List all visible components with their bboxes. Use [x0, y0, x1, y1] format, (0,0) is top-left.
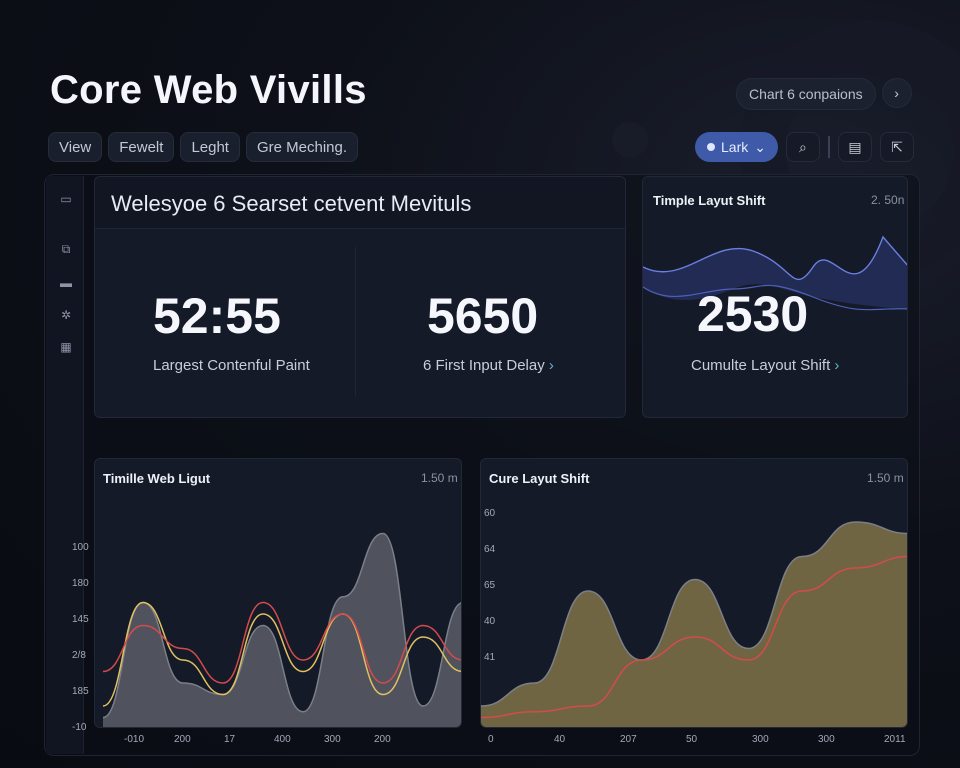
top-actions: Chart 6 conpaions ›: [736, 78, 912, 110]
cls-card-title: Timple Layut Shift: [653, 193, 766, 208]
metric-divider: [355, 247, 356, 397]
fid-value: 5650: [427, 288, 539, 344]
gear-icon[interactable]: ✲: [60, 308, 72, 322]
chart-right-x-tick: 2011: [884, 734, 906, 745]
cls-card: Timple Layut Shift 2. 50n 2530 Cumulte L…: [642, 176, 908, 418]
cls-sparkline-area: [643, 237, 907, 309]
chart-right-y-tick: 64: [484, 544, 496, 555]
link-icon[interactable]: ⧉: [61, 242, 71, 256]
left-series-2-line: [102, 601, 461, 684]
document-icon[interactable]: ▤: [837, 132, 872, 162]
left-series-1-line: [102, 601, 461, 707]
chart-right-x-tick: 50: [686, 734, 698, 745]
chart-right-plot: [481, 521, 907, 727]
chart-right-y-tick: 40: [484, 616, 496, 627]
left-series-0-area: [103, 533, 461, 727]
chart-right-y-tick: 60: [484, 508, 496, 519]
chart-comparisons-button[interactable]: Chart 6 conpaions: [736, 78, 876, 110]
sidebar: ▭ ⧉ ▬ ✲ ▦: [46, 176, 84, 754]
toolbar-divider: [827, 136, 830, 158]
chart-left-y-tick: 100: [72, 542, 89, 553]
filter-gre-meching[interactable]: Gre Meching.: [245, 132, 359, 162]
cls-card-sub: 2. 50n: [871, 193, 905, 207]
chart-right-title: Cure Layut Shift: [489, 471, 590, 486]
status-dot-icon: [707, 143, 715, 151]
chart-left-panel: Timille Web Ligut 1.50 m: [94, 458, 462, 728]
fid-label: 6 First Input Delay: [423, 357, 545, 374]
cls-value: 2530: [697, 286, 809, 342]
chevron-right-icon[interactable]: ›: [881, 78, 912, 108]
chart-right-sub: 1.50 m: [867, 471, 904, 485]
summary-card: Welesyoe 6 Searset cetvent Mevituls 52:5…: [94, 176, 626, 418]
card-icon[interactable]: ▬: [60, 276, 72, 290]
cls-link[interactable]: Cumulte Layout Shift ›: [691, 357, 839, 374]
summary-card-header: Welesyoe 6 Searset cetvent Mevituls: [95, 177, 625, 229]
background-dot-decoration: [612, 122, 648, 158]
cls-label: Cumulte Layout Shift: [691, 357, 831, 374]
filter-bar: View Fewelt Leght Gre Meching.: [48, 132, 359, 162]
lcp-label: Largest Contenful Paint: [153, 357, 310, 374]
theme-select[interactable]: Lark ⌄: [695, 132, 778, 162]
cls-sparkline-line-2: [643, 284, 907, 311]
right-series-0-line: [481, 521, 907, 707]
cls-sparkline: [643, 235, 907, 311]
chart-right-y-tick: 41: [484, 652, 496, 663]
lcp-value: 52:55: [153, 288, 281, 344]
chart-right-y-tick: 65: [484, 580, 496, 591]
chart-left-plot: [102, 532, 461, 727]
chevron-right-icon: ›: [548, 357, 554, 374]
search-icon[interactable]: ⌕: [785, 132, 820, 162]
chart-left-title: Timille Web Ligut: [103, 471, 211, 486]
chart-right-x-tick: 300: [818, 734, 835, 745]
chart-left-y-tick: 185: [72, 686, 89, 697]
export-icon[interactable]: ⇱: [879, 132, 914, 162]
chart-left-x-tick: -010: [124, 734, 145, 745]
chart-right-x-tick: 40: [554, 734, 566, 745]
page-title: Core Web Vivills: [50, 68, 367, 112]
chart-left-y-tick: 2/8: [72, 650, 86, 661]
chart-right-x-tick: 300: [752, 734, 769, 745]
chart-left-x-tick: 17: [224, 734, 236, 745]
filter-fewelt[interactable]: Fewelt: [108, 132, 175, 162]
toolbar: Lark ⌄ ⌕ ▤ ⇱: [695, 132, 914, 162]
chart-left-sub: 1.50 m: [421, 471, 458, 485]
fid-link[interactable]: 6 First Input Delay ›: [423, 357, 554, 374]
chart-right-x-tick: 207: [620, 734, 637, 745]
filter-view[interactable]: View: [48, 132, 103, 162]
cls-sparkline-line: [643, 235, 907, 281]
summary-card-heading: Welesyoe 6 Searset cetvent Mevituls: [111, 191, 472, 216]
right-series-1-line: [481, 555, 907, 719]
chart-left-x-tick: 400: [274, 734, 291, 745]
chart-left-x-tick: 300: [324, 734, 341, 745]
grid-icon[interactable]: ▦: [60, 340, 72, 354]
chart-left-y-tick: 180: [72, 578, 89, 589]
chevron-right-icon: ›: [834, 357, 840, 374]
right-series-0-area: [481, 522, 907, 727]
chart-left-y-tick: 145: [72, 614, 89, 625]
theme-label: Lark: [721, 139, 749, 155]
filter-leght[interactable]: Leght: [180, 132, 240, 162]
chart-right-x-tick: 0: [488, 734, 494, 745]
chart-right-panel: Cure Layut Shift 1.50 m: [480, 458, 908, 728]
chart-left-x-tick: 200: [374, 734, 391, 745]
chart-left-y-tick: -10: [72, 722, 87, 733]
chevron-down-icon: ⌄: [754, 138, 766, 155]
chart-left-x-tick: 200: [174, 734, 191, 745]
calendar-icon[interactable]: ▭: [60, 192, 72, 206]
